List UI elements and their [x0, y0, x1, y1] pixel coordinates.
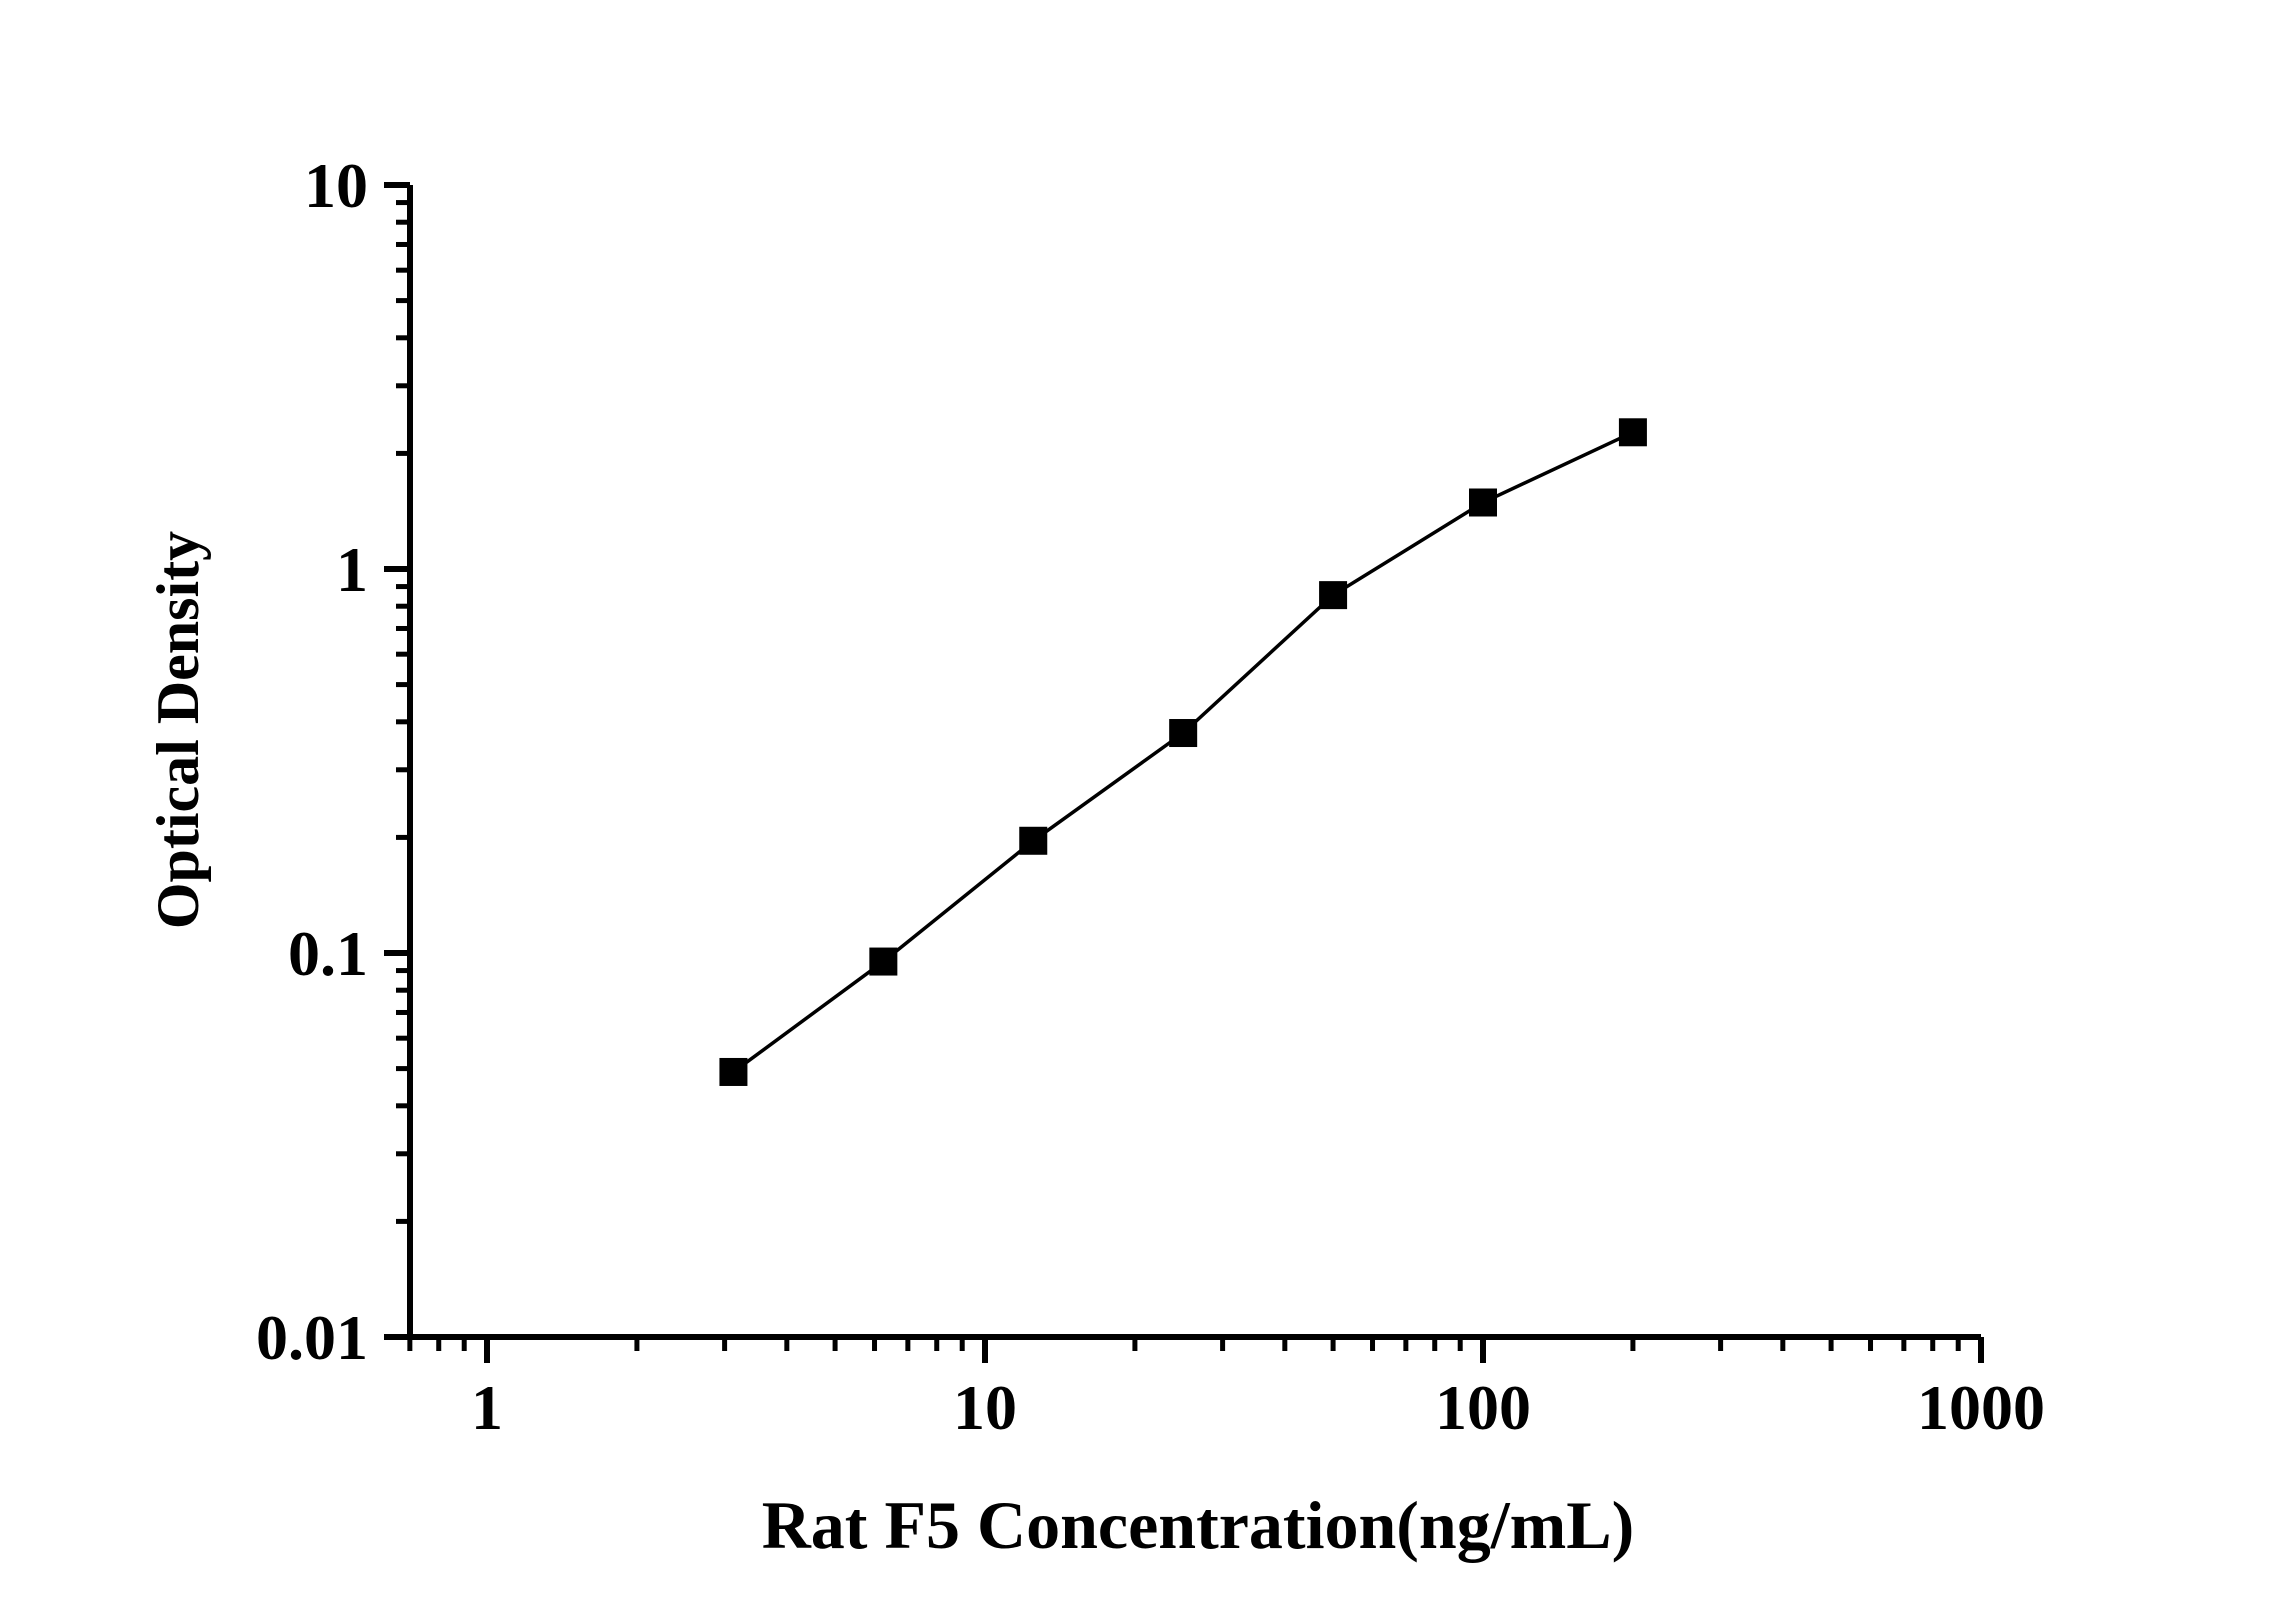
y-tick-label: 10: [304, 150, 368, 221]
data-point-marker: [1319, 581, 1348, 610]
axes-layer: [407, 185, 1981, 1340]
x-tick-label: 1000: [1917, 1372, 2045, 1443]
series-layer: [719, 418, 1647, 1086]
ticks-layer: [384, 182, 1984, 1363]
y-tick-label: 0.01: [256, 1302, 368, 1373]
x-tick-label: 1: [471, 1372, 503, 1443]
series-line: [732, 430, 1634, 1074]
x-axis-title: Rat F5 Concentration(ng/mL): [762, 1487, 1635, 1563]
data-point-marker: [1469, 488, 1497, 517]
data-point-marker: [1618, 418, 1647, 447]
y-tick-label: 1: [336, 534, 368, 605]
y-tick-label: 0.1: [288, 918, 368, 989]
x-tick-label: 100: [1435, 1372, 1531, 1443]
axis-spine: [407, 185, 1981, 1340]
data-point-marker: [869, 947, 898, 976]
data-point-marker: [719, 1057, 748, 1086]
y-axis-title: Optical Density: [145, 531, 211, 929]
data-point-marker: [1019, 826, 1048, 855]
data-point-marker: [1169, 719, 1198, 748]
tick-labels-layer: 1 10 100 1000 10 1 0.1 0.01: [256, 150, 2045, 1443]
x-tick-label: 10: [953, 1372, 1017, 1443]
